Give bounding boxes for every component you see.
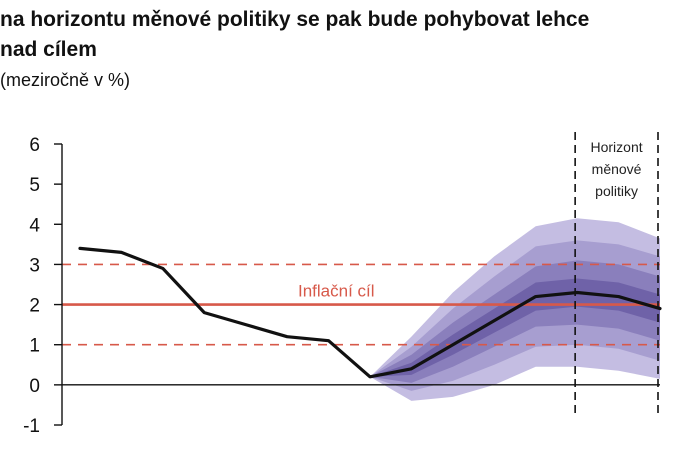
y-tick-label: 1 [29,336,40,357]
inflation-target-label: Inflační cíl [298,282,375,301]
y-tick-label: 4 [29,215,40,236]
horizon-label-line: měnové [592,161,642,177]
y-tick-label: 2 [29,296,40,317]
y-tick-label: 5 [29,175,40,196]
horizon-label-line: politiky [595,183,638,199]
horizon-label-line: Horizont [591,139,643,155]
y-tick-label: 3 [29,255,40,276]
y-tick-label: 0 [29,376,40,397]
unit-label: (meziročně v %) [0,70,131,90]
chart-title-line3: nad cílem [0,38,97,61]
chart-title-line2: na horizontu měnové politiky se pak bude… [0,8,590,31]
y-tick-label: -1 [23,416,40,437]
y-tick-label: 6 [29,135,40,156]
